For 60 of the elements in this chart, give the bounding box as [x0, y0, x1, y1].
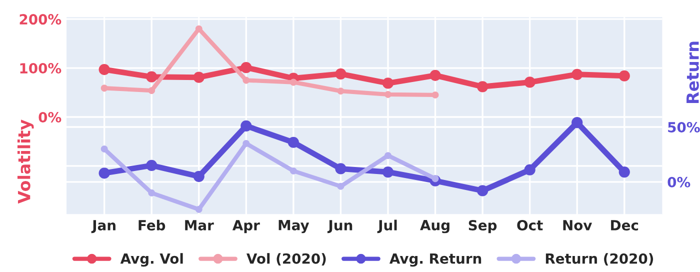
point [195, 206, 202, 213]
y-tick-label: 200% [20, 14, 62, 25]
point [572, 117, 583, 128]
point [384, 152, 392, 160]
point [242, 76, 250, 84]
legend-label: Return (2020) [546, 253, 654, 266]
y2-tick-label: 50% [668, 122, 700, 132]
point [290, 78, 297, 86]
point [382, 78, 394, 89]
point [290, 167, 297, 174]
point [240, 62, 252, 74]
point [148, 87, 156, 94]
point [242, 140, 250, 147]
point [524, 76, 536, 88]
point [618, 166, 630, 178]
point [382, 166, 394, 178]
x-tick-label: Jun [327, 220, 352, 234]
x-tick-label: Feb [138, 220, 166, 230]
point [98, 64, 110, 76]
x-tick-label: Apr [232, 220, 260, 234]
point [100, 84, 108, 92]
point [618, 70, 630, 82]
point [476, 81, 488, 92]
y2-tick-label: 0% [668, 176, 690, 188]
point [476, 185, 488, 196]
point [432, 91, 439, 98]
x-tick-label: Aug [420, 220, 450, 234]
x-tick-label: May [278, 220, 310, 234]
point [430, 70, 441, 81]
point [335, 163, 346, 174]
point [193, 72, 204, 83]
point [384, 91, 392, 98]
legend-label: Avg. Vol [120, 253, 183, 267]
y-tick-label: 100% [20, 63, 62, 74]
point [335, 68, 346, 80]
point [572, 68, 583, 80]
point [146, 160, 158, 171]
x-tick-label: Nov [563, 220, 592, 230]
x-tick-label: Dec [611, 220, 638, 230]
y2-axis-title: Return [686, 42, 699, 103]
point [337, 88, 344, 95]
x-tick-label: Mar [185, 220, 214, 230]
legend-label: Vol (2020) [246, 253, 326, 266]
y-axis-title: Volatility [17, 120, 34, 204]
point [146, 71, 158, 82]
point [98, 168, 110, 179]
legend-label: Avg. Return [389, 254, 482, 267]
point [148, 189, 156, 196]
point [100, 145, 108, 152]
point [337, 182, 344, 190]
x-tick-label: Sep [468, 220, 497, 234]
x-tick-label: Oct [517, 220, 543, 230]
x-tick-label: Jul [377, 220, 397, 234]
x-tick-label: Jan [91, 220, 116, 234]
point [288, 136, 299, 148]
point [195, 25, 202, 32]
y-tick-label: 0% [38, 112, 62, 122]
point [193, 170, 204, 182]
point [240, 120, 252, 132]
point [524, 164, 536, 176]
